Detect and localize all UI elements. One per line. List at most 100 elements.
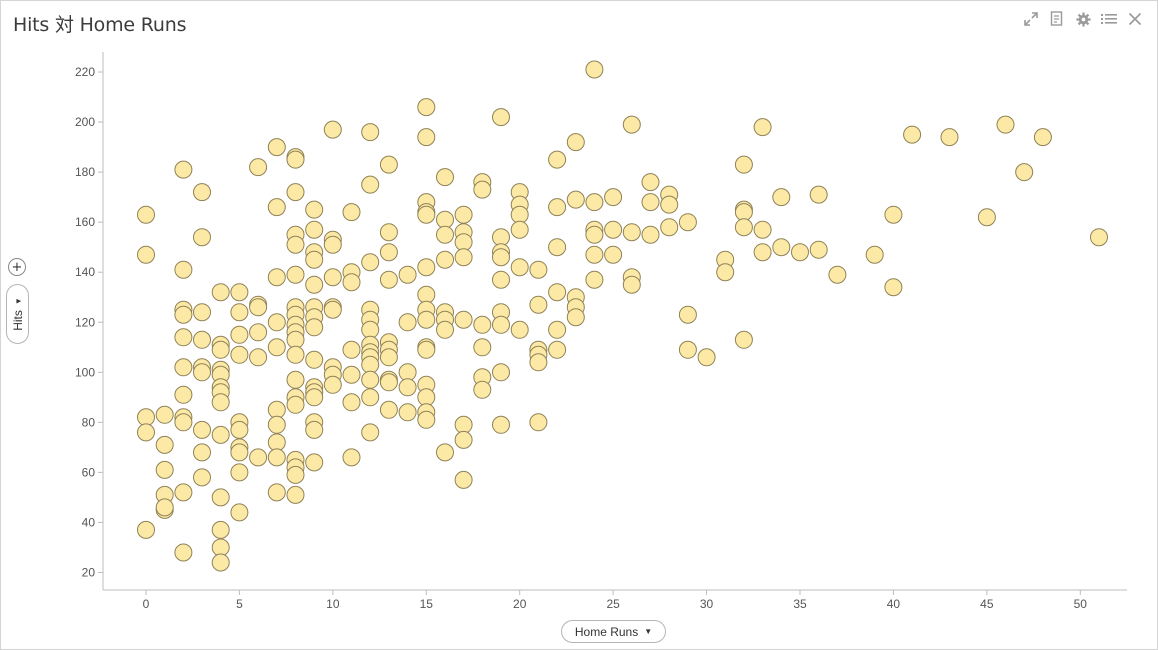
data-point[interactable] [622,275,641,294]
data-point[interactable] [361,320,380,339]
data-point[interactable] [323,300,342,319]
data-point[interactable] [286,370,305,389]
data-point[interactable] [417,388,436,407]
data-point[interactable] [734,218,753,237]
data-point[interactable] [379,243,398,262]
data-point[interactable] [492,315,510,334]
data-point[interactable] [249,298,268,317]
data-point[interactable] [267,138,286,157]
data-point[interactable] [211,283,230,302]
data-point[interactable] [884,278,903,297]
data-point[interactable] [305,388,324,407]
data-point[interactable] [174,328,193,347]
data-point[interactable] [267,483,286,502]
data-point[interactable] [174,160,193,179]
add-axis-button[interactable]: + [8,258,26,276]
data-point[interactable] [716,263,735,282]
data-point[interactable] [1033,128,1052,147]
data-point[interactable] [361,253,380,272]
close-icon[interactable] [1126,10,1144,28]
data-point[interactable] [286,235,305,254]
data-point[interactable] [267,433,286,452]
data-point[interactable] [996,115,1015,134]
data-point[interactable] [249,348,268,367]
data-point[interactable] [211,488,230,507]
data-point[interactable] [566,133,585,152]
data-point[interactable] [137,408,155,427]
data-point[interactable] [342,393,361,412]
data-point[interactable] [492,228,510,247]
data-point[interactable] [305,250,324,269]
data-point[interactable] [379,270,398,289]
data-point[interactable] [809,185,828,204]
data-point[interactable] [211,538,230,557]
data-point[interactable] [585,245,604,264]
data-point[interactable] [436,210,454,229]
data-point[interactable] [249,448,268,467]
data-point[interactable] [267,400,286,419]
data-point[interactable] [193,443,211,462]
data-point[interactable] [492,270,510,289]
data-point[interactable] [548,340,567,359]
data-point[interactable] [230,283,249,302]
data-point[interactable] [436,250,454,269]
data-point[interactable] [398,313,417,332]
data-point[interactable] [211,425,230,444]
data-point[interactable] [492,248,510,267]
data-point[interactable] [174,260,193,279]
data-point[interactable] [361,123,380,142]
data-point[interactable] [342,203,361,222]
data-point[interactable] [454,205,473,224]
data-point[interactable] [510,258,529,277]
data-point[interactable] [361,423,380,442]
data-point[interactable] [230,463,249,482]
data-point[interactable] [305,453,324,472]
data-point[interactable] [286,345,305,364]
data-point[interactable] [379,155,398,174]
data-point[interactable] [753,243,772,262]
data-point[interactable] [548,283,567,302]
data-point[interactable] [379,373,398,392]
data-point[interactable] [342,340,361,359]
data-point[interactable] [342,273,361,292]
data-point[interactable] [155,435,174,454]
data-point[interactable] [267,415,286,434]
data-point[interactable] [417,128,436,147]
data-point[interactable] [865,245,884,264]
data-point[interactable] [230,443,249,462]
data-point[interactable] [436,320,454,339]
data-point[interactable] [305,318,324,337]
data-point[interactable] [585,225,604,244]
data-point[interactable] [454,415,473,434]
data-point[interactable] [286,330,305,349]
data-point[interactable] [641,225,660,244]
data-point[interactable] [323,375,342,394]
data-point[interactable] [604,245,623,264]
data-point[interactable] [548,320,567,339]
data-point[interactable] [753,118,772,137]
data-point[interactable] [286,395,305,414]
data-point[interactable] [137,205,155,224]
data-point[interactable] [230,325,249,344]
data-point[interactable] [734,330,753,349]
data-point[interactable] [417,285,436,304]
data-point[interactable] [566,190,585,209]
data-point[interactable] [436,168,454,187]
data-point[interactable] [267,198,286,217]
data-point[interactable] [622,223,641,242]
data-point[interactable] [417,258,436,277]
data-point[interactable] [734,203,753,222]
data-point[interactable] [697,348,716,367]
data-point[interactable] [286,485,305,504]
data-point[interactable] [193,330,211,349]
data-point[interactable] [267,338,286,357]
data-point[interactable] [753,220,772,239]
data-point[interactable] [678,340,697,359]
data-point[interactable] [585,60,604,79]
data-point[interactable] [193,420,211,439]
data-point[interactable] [548,150,567,169]
data-point[interactable] [193,183,211,202]
data-point[interactable] [174,385,193,404]
data-point[interactable] [1090,228,1108,247]
data-point[interactable] [529,353,548,372]
